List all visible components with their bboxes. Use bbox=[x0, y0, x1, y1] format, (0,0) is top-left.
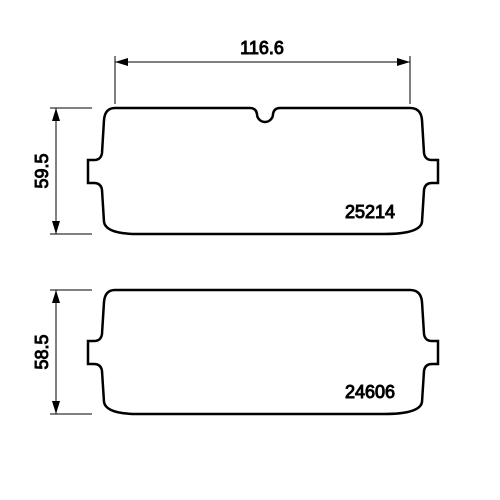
part-id-bottom: 24606 bbox=[345, 382, 395, 402]
dim-height-top-label: 59.5 bbox=[32, 153, 52, 188]
part-id-top: 25214 bbox=[345, 202, 395, 222]
dim-width-label: 116.6 bbox=[240, 38, 284, 58]
dim-height-bottom-label: 58.5 bbox=[32, 334, 52, 369]
